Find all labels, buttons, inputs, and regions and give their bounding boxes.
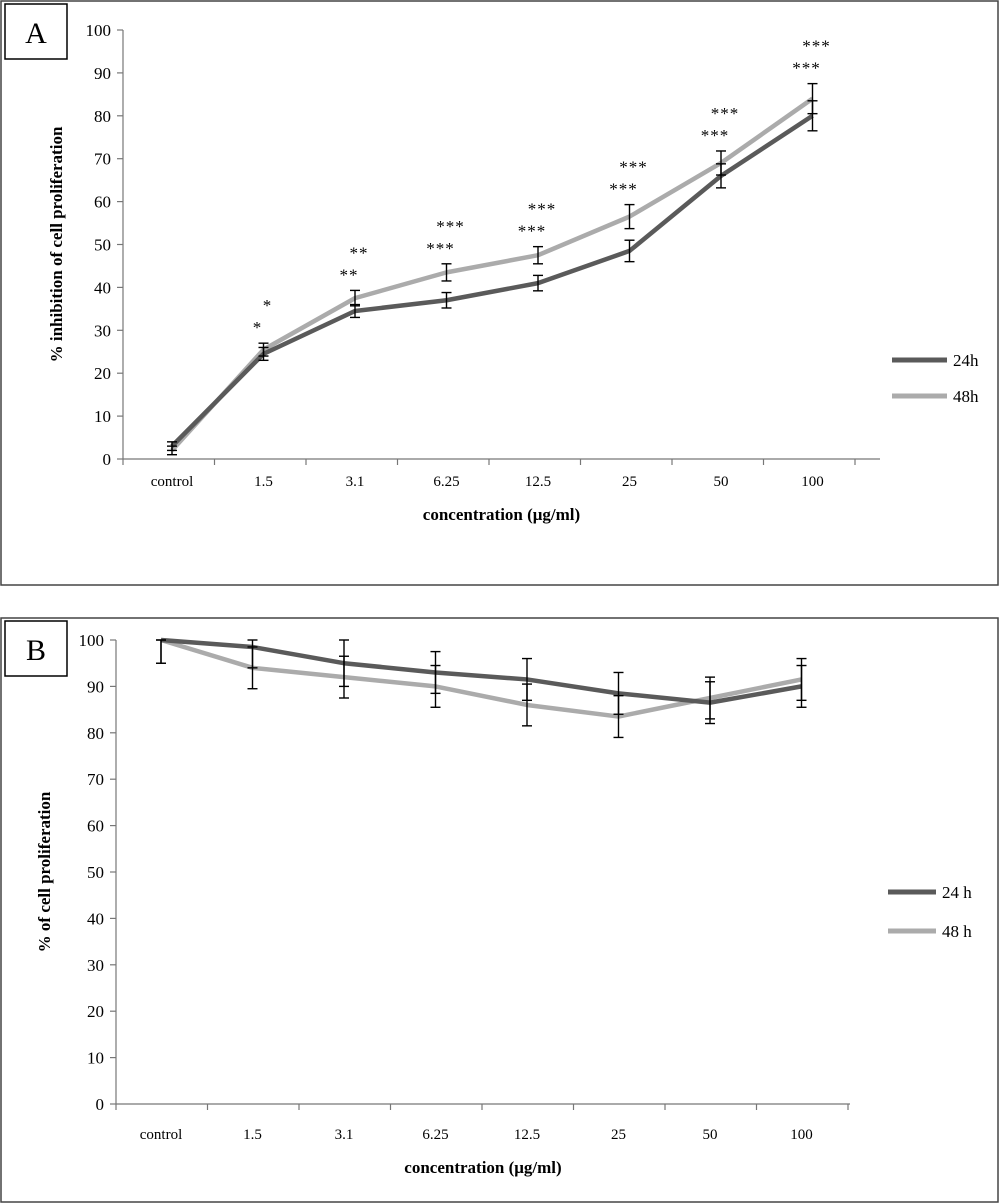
y-tick-label: 60 (87, 817, 104, 836)
x-tick-label: 12.5 (514, 1127, 540, 1143)
significance-mark: *** (528, 200, 557, 219)
panel-a-label: A (25, 17, 47, 50)
x-tick-label: 6.25 (422, 1127, 448, 1143)
x-tick-label: 6.25 (433, 474, 459, 490)
y-tick-label: 90 (87, 677, 104, 696)
y-tick-label: 50 (94, 236, 111, 255)
significance-mark: *** (518, 222, 547, 241)
panel-a-frame (0, 0, 999, 586)
y-tick-label: 70 (94, 150, 111, 169)
x-tick-label: 25 (622, 474, 637, 490)
x-tick-label: 25 (611, 1127, 626, 1143)
significance-mark: *** (426, 239, 455, 258)
significance-mark: ** (350, 243, 369, 262)
y-tick-label: 0 (96, 1095, 105, 1114)
legend-label: 24 h (942, 883, 972, 902)
series-line (170, 96, 814, 452)
y-tick-label: 100 (86, 21, 112, 40)
x-tick-label: control (140, 1127, 183, 1143)
y-tick-label: 10 (94, 407, 111, 426)
significance-mark: *** (619, 158, 648, 177)
legend-label: 48h (953, 387, 979, 406)
y-tick-label: 20 (87, 1002, 104, 1021)
y-tick-label: 80 (87, 724, 104, 743)
x-tick-label: 3.1 (346, 474, 365, 490)
panel-a: A 0 10 20 30 40 50 60 70 80 90 100 control 1.5 3.1 6.2… (0, 0, 999, 586)
significance-mark: *** (609, 180, 638, 199)
x-tick-label: 100 (790, 1127, 813, 1143)
legend-label: 24h (953, 351, 979, 370)
panel-a-label-box (4, 3, 68, 60)
y-tick-label: 20 (94, 364, 111, 383)
y-tick-label: 40 (94, 278, 111, 297)
significance-mark: ** (340, 265, 359, 284)
y-tick-label: 80 (94, 107, 111, 126)
y-tick-label: 70 (87, 770, 104, 789)
significance-mark: *** (792, 59, 821, 78)
significance-mark: *** (711, 104, 740, 123)
x-tick-label: 12.5 (525, 474, 551, 490)
significance-mark: *** (436, 217, 465, 236)
panel-b: 0 10 20 30 40 50 60 70 80 90 100 control 1.5 3.1 6.25 1… (0, 617, 999, 1203)
y-axis-title: % inhibition of cell proliferation (47, 126, 66, 362)
x-tick-label: 3.1 (335, 1127, 354, 1143)
series-line (160, 637, 802, 719)
x-tick-label: 1.5 (243, 1127, 262, 1143)
significance-mark: *** (802, 37, 831, 56)
x-axis-title: concentration (μg/ml) (423, 505, 580, 524)
y-tick-label: 0 (103, 450, 112, 469)
x-tick-label: 100 (801, 474, 824, 490)
panel-b-frame (0, 617, 999, 1203)
y-tick-label: 90 (94, 64, 111, 83)
y-tick-label: 30 (94, 321, 111, 340)
y-tick-label: 50 (87, 863, 104, 882)
y-tick-label: 10 (87, 1049, 104, 1068)
panel-b-label: B (26, 634, 46, 667)
x-axis-title: concentration (μg/ml) (404, 1158, 561, 1177)
series-line (160, 637, 802, 705)
y-tick-label: 100 (79, 631, 105, 650)
x-tick-label: 50 (714, 474, 729, 490)
x-tick-label: 1.5 (254, 474, 273, 490)
y-tick-label: 30 (87, 956, 104, 975)
y-tick-label: 40 (87, 909, 104, 928)
x-tick-label: 50 (703, 1127, 718, 1143)
panel-b-label-box (4, 620, 68, 677)
y-axis-title: % of cell proliferation (35, 791, 54, 952)
significance-mark: * (263, 296, 273, 315)
y-tick-label: 60 (94, 193, 111, 212)
legend-label: 48 h (942, 922, 972, 941)
x-tick-label: control (151, 474, 194, 490)
significance-mark: *** (701, 126, 730, 145)
series-line (170, 113, 814, 448)
significance-mark: * (253, 318, 263, 337)
